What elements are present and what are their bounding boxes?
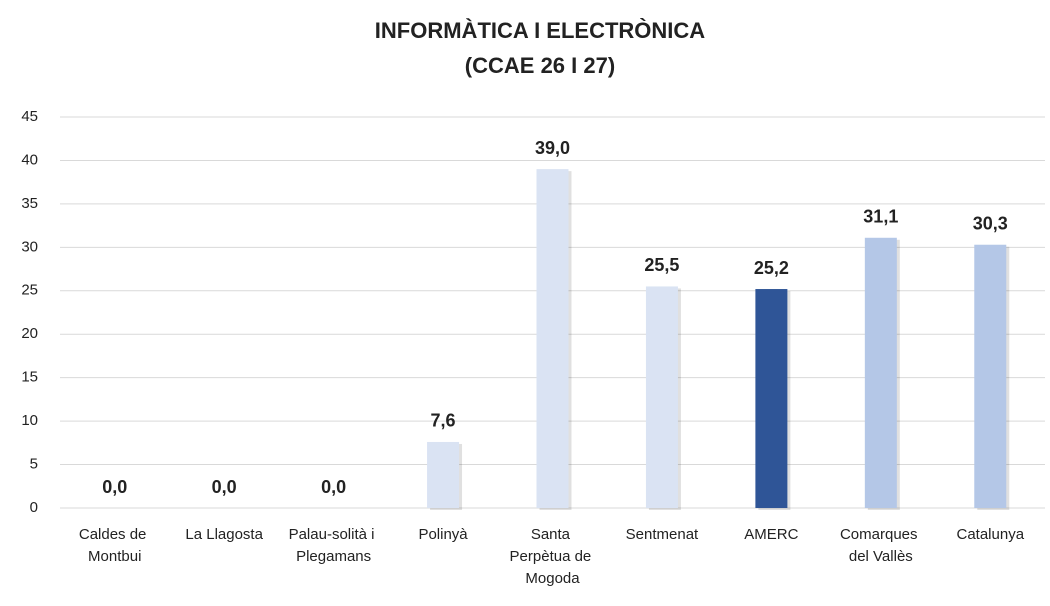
x-tick-label: La Llagosta <box>185 526 263 543</box>
chart-title: INFORMÀTICA I ELECTRÒNICA <box>375 18 705 43</box>
y-tick-label: 5 <box>30 456 38 473</box>
x-tick-label: AMERC <box>744 526 798 543</box>
data-label: 0,0 <box>102 477 127 497</box>
bar <box>864 237 897 508</box>
x-tick-label: Santa Perpètua de Mogoda <box>510 526 596 587</box>
bar <box>427 441 460 508</box>
x-tick-label: Comarques del Vallès <box>840 526 922 565</box>
y-tick-label: 0 <box>30 499 38 516</box>
x-tick-label: Sentmenat <box>626 526 699 543</box>
data-label: 39,0 <box>535 138 570 158</box>
y-tick-label: 45 <box>21 108 38 125</box>
y-tick-label: 25 <box>21 282 38 299</box>
x-tick-label: Caldes de Montbui <box>79 526 151 565</box>
data-label: 25,5 <box>644 255 679 275</box>
y-tick-label: 15 <box>21 369 38 386</box>
data-label: 30,3 <box>973 213 1008 233</box>
x-tick-label: Palau-solità i Plegamans <box>289 526 379 565</box>
bar <box>974 244 1007 508</box>
data-label: 31,1 <box>863 207 898 227</box>
y-tick-label: 10 <box>21 412 38 429</box>
y-tick-label: 20 <box>21 325 38 342</box>
y-tick-label: 30 <box>21 238 38 255</box>
data-label: 25,2 <box>754 258 789 278</box>
y-tick-label: 40 <box>21 151 38 168</box>
data-label: 7,6 <box>431 411 456 431</box>
chart-title: (CCAE 26 I 27) <box>465 53 615 78</box>
y-tick-label: 35 <box>21 195 38 212</box>
data-label: 0,0 <box>321 477 346 497</box>
bar <box>645 286 678 508</box>
x-tick-label: Polinyà <box>418 526 468 543</box>
bar <box>536 169 569 508</box>
x-tick-label: Catalunya <box>957 526 1025 543</box>
bar <box>755 289 788 508</box>
data-label: 0,0 <box>212 477 237 497</box>
